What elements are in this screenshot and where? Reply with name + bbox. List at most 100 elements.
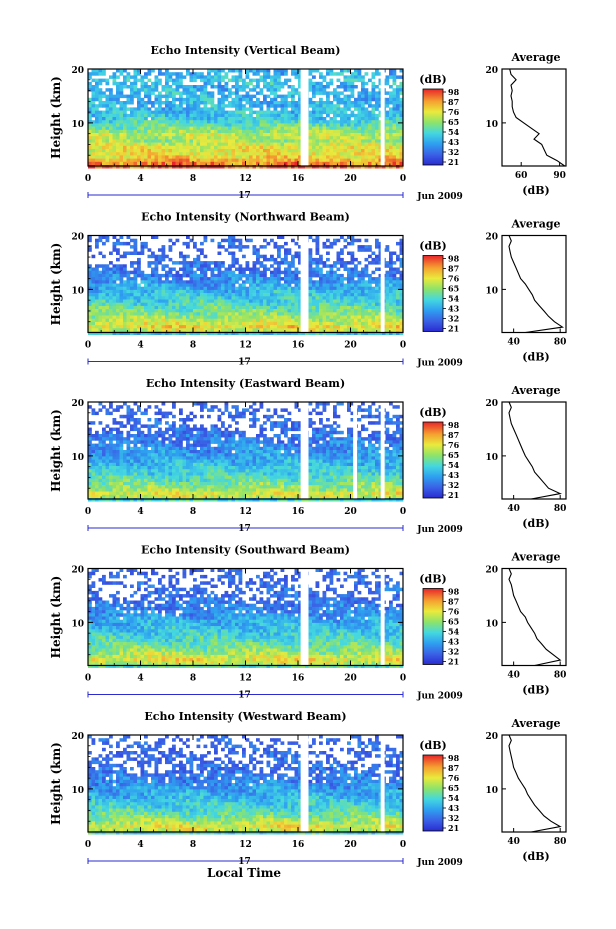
x-tick-label: 16 <box>292 341 305 351</box>
colorbar-tick-label: 32 <box>448 314 459 324</box>
colorbar-tick-label: 98 <box>448 753 460 763</box>
x-tick-label: 4 <box>137 840 143 850</box>
average-frame <box>501 234 567 334</box>
colorbar-tick-label: 54 <box>448 627 460 637</box>
y-axis-label: Height (km) <box>49 409 63 492</box>
heatmap-cells <box>88 568 404 668</box>
average-x-label: (dB) <box>522 351 549 364</box>
day-label: 17 <box>238 524 251 534</box>
average-x-tick-label: 90 <box>553 171 566 181</box>
colorbar-tick-label: 32 <box>448 813 459 823</box>
average-y-tick-label: 10 <box>485 619 498 629</box>
colorbar-unit: (dB) <box>419 739 446 752</box>
panel-title: Echo Intensity (Vertical Beam) <box>150 44 340 57</box>
date-label: Jun 2009 <box>416 359 463 369</box>
xaxis-label: Local Time <box>207 866 281 880</box>
data-gap <box>353 402 358 499</box>
average-profile-line <box>508 734 562 833</box>
colorbar-tick-label: 54 <box>448 294 460 304</box>
day-label: 17 <box>238 358 251 368</box>
date-label: Jun 2009 <box>416 692 463 702</box>
colorbar-tick-label: 98 <box>448 587 460 597</box>
data-gap <box>300 402 309 499</box>
colorbar-tick-label: 21 <box>448 490 459 500</box>
colorbar-tick-label: 54 <box>448 793 460 803</box>
data-gap <box>380 69 385 166</box>
average-x-tick-label: 40 <box>507 837 520 847</box>
colorbar-tick-label: 54 <box>448 460 460 470</box>
data-gap <box>300 735 309 832</box>
y-tick-label: 20 <box>71 66 84 76</box>
data-gap <box>300 69 309 166</box>
colorbar-tick-label: 76 <box>448 607 460 617</box>
x-tick-label: 4 <box>137 341 143 351</box>
average-x-label: (dB) <box>522 684 549 697</box>
y-axis-label: Height (km) <box>49 576 63 659</box>
average-profile-line <box>508 568 562 667</box>
colorbar-tick-label: 87 <box>448 430 459 440</box>
average-profile-line <box>509 68 566 167</box>
average-x-tick-label: 40 <box>507 671 520 681</box>
panel-4: Echo Intensity (Westward Beam) 0 4 8 12 16 20 0… <box>49 710 567 868</box>
colorbar-tick-label: 32 <box>448 147 459 157</box>
average-frame <box>501 401 567 500</box>
y-tick-label: 20 <box>71 233 84 243</box>
x-tick-label: 0 <box>85 341 91 351</box>
average-y-tick-label: 10 <box>485 786 498 796</box>
panel-0: Echo Intensity (Vertical Beam) 0 4 8 12 16 20 0… <box>49 44 567 202</box>
x-tick-label: 8 <box>190 174 196 184</box>
y-tick-label: 10 <box>71 786 84 796</box>
average-y-tick-label: 20 <box>485 66 498 76</box>
colorbar-tick-label: 98 <box>448 87 460 97</box>
colorbar-tick-label: 32 <box>448 647 459 657</box>
x-tick-label: 20 <box>344 674 357 684</box>
average-frame <box>501 734 567 833</box>
average-profile-line <box>508 401 563 500</box>
x-tick-label: 0 <box>85 840 91 850</box>
x-tick-label: 12 <box>239 840 252 850</box>
x-tick-label: 4 <box>137 674 143 684</box>
colorbar-unit: (dB) <box>419 240 446 253</box>
x-tick-label: 0 <box>400 840 406 850</box>
colorbar-tick-label: 87 <box>448 763 459 773</box>
colorbar-tick-label: 87 <box>448 264 459 274</box>
average-x-label: (dB) <box>522 850 549 863</box>
panel-title: Echo Intensity (Westward Beam) <box>144 710 346 723</box>
data-gap <box>380 568 385 666</box>
data-gap <box>380 402 385 499</box>
data-gap <box>300 568 309 666</box>
colorbar-tick-label: 76 <box>448 107 460 117</box>
day-label: 17 <box>238 857 251 867</box>
average-title: Average <box>510 717 560 730</box>
x-tick-label: 0 <box>85 674 91 684</box>
average-y-tick-label: 20 <box>485 566 498 576</box>
average-x-label: (dB) <box>522 517 549 530</box>
x-tick-label: 16 <box>292 840 305 850</box>
colorbar-tick-label: 21 <box>448 657 459 667</box>
average-y-tick-label: 20 <box>485 233 498 243</box>
average-y-tick-label: 10 <box>485 120 498 130</box>
colorbar-tick-label: 65 <box>448 783 459 793</box>
x-tick-label: 8 <box>190 507 196 517</box>
y-tick-label: 10 <box>71 120 84 130</box>
colorbar-unit: (dB) <box>419 73 446 86</box>
x-tick-label: 16 <box>292 507 305 517</box>
average-x-tick-label: 40 <box>507 504 520 514</box>
heatmap-cells <box>88 235 404 335</box>
colorbar-tick-label: 43 <box>448 803 460 813</box>
panel-3: Echo Intensity (Southward Beam) 0 4 8 12 16 20… <box>49 544 567 702</box>
colorbar <box>422 421 444 499</box>
average-frame <box>501 567 567 667</box>
y-axis-label: Height (km) <box>49 742 63 825</box>
x-tick-label: 20 <box>344 507 357 517</box>
x-tick-label: 4 <box>137 174 143 184</box>
average-y-tick-label: 20 <box>485 399 498 409</box>
colorbar-tick-label: 65 <box>448 117 459 127</box>
x-tick-label: 12 <box>239 174 252 184</box>
colorbar-tick-label: 32 <box>448 480 459 490</box>
y-tick-label: 20 <box>71 566 84 576</box>
y-axis-label: Height (km) <box>49 243 63 326</box>
x-tick-label: 0 <box>85 507 91 517</box>
colorbar-tick-label: 76 <box>448 440 460 450</box>
